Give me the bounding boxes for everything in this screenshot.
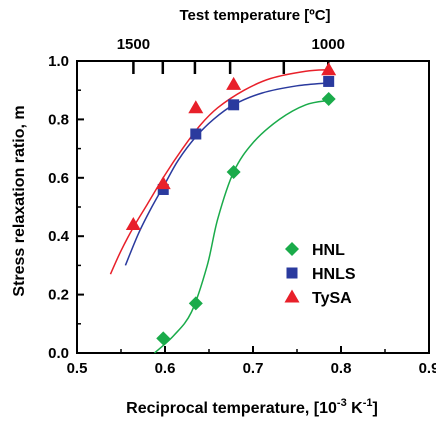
- data-point-hnls: [190, 128, 202, 140]
- plot-frame: [76, 60, 430, 354]
- legend-label-hnl: HNL: [312, 242, 345, 259]
- y-tick-label: 0.0: [48, 345, 69, 362]
- x-tick-label: 0.8: [331, 360, 352, 377]
- legend-marker-hnl: [285, 242, 299, 256]
- x-tick-label: 0.6: [155, 360, 176, 377]
- x-axis-label: Reciprocal temperature, [10-3 K-1]: [126, 397, 378, 417]
- data-point-tysa: [226, 76, 242, 90]
- fit-curve-hnls: [124, 82, 329, 266]
- y-axis-label: Stress relaxation ratio, m: [11, 105, 28, 296]
- legend-label-tysa: TySA: [312, 290, 352, 307]
- data-point-hnls: [228, 99, 240, 111]
- top-tick-label: 1000: [312, 36, 345, 53]
- top-axis-label: Test temperature [ºC]: [179, 7, 330, 24]
- top-tick-label: 1500: [117, 36, 150, 53]
- data-point-hnl: [226, 164, 241, 179]
- legend-marker-tysa: [284, 289, 300, 303]
- y-tick-label: 0.4: [48, 228, 70, 245]
- data-point-hnls: [157, 183, 169, 195]
- data-point-tysa: [188, 100, 204, 114]
- data-point-tysa: [155, 176, 171, 190]
- data-point-tysa: [321, 62, 337, 76]
- fit-curve-hnl: [153, 99, 329, 354]
- data-point-tysa: [125, 217, 141, 231]
- x-tick-label: 0.5: [67, 360, 88, 377]
- data-point-hnl: [321, 91, 336, 106]
- fit-curve-tysa: [109, 69, 329, 275]
- y-tick-label: 0.6: [48, 170, 69, 187]
- y-tick-label: 0.8: [48, 111, 69, 128]
- data-point-hnl: [156, 331, 171, 346]
- data-point-hnl: [188, 296, 203, 311]
- x-tick-label: 0.9: [419, 360, 436, 377]
- y-tick-label: 1.0: [48, 53, 69, 70]
- y-tick-label: 0.2: [48, 287, 69, 304]
- legend-marker-hnls: [286, 267, 298, 279]
- x-tick-label: 0.7: [243, 360, 264, 377]
- data-point-hnls: [323, 75, 335, 87]
- legend-label-hnls: HNLS: [312, 266, 356, 283]
